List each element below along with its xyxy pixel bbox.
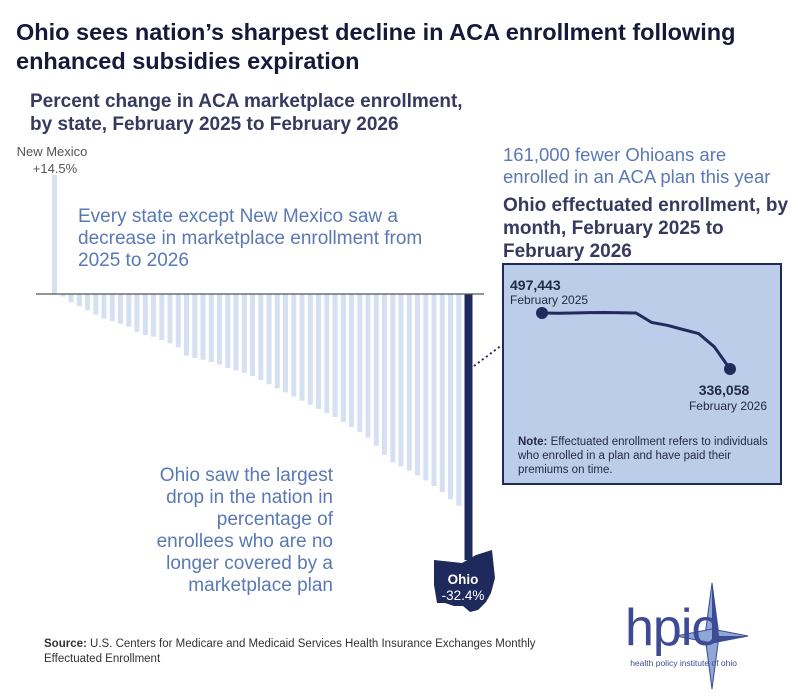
bar-ohio bbox=[464, 294, 473, 560]
logo-tagline: health policy institute of ohio bbox=[630, 658, 737, 668]
new-mexico-value: +14.5% bbox=[33, 161, 78, 176]
source-label: Source: bbox=[44, 638, 87, 650]
bar-state bbox=[233, 294, 239, 371]
bar-state bbox=[192, 294, 198, 358]
bar-state bbox=[93, 294, 99, 315]
bar-state bbox=[431, 294, 437, 487]
bar-state bbox=[283, 294, 288, 393]
bar-state bbox=[142, 294, 148, 335]
bar-state bbox=[200, 294, 206, 360]
bar-state bbox=[406, 294, 412, 471]
bar-state bbox=[456, 294, 462, 506]
bar-state bbox=[217, 294, 222, 365]
ohio-map-label: Ohio bbox=[448, 572, 479, 587]
line-chart: 497,443 February 2025 336,058 February 2… bbox=[510, 277, 767, 413]
bar-state bbox=[307, 294, 313, 405]
logo-wordmark: hpio bbox=[625, 599, 720, 657]
bar-state bbox=[448, 294, 453, 500]
bar-state bbox=[250, 294, 255, 377]
bar-state bbox=[274, 294, 280, 389]
bar-state bbox=[151, 294, 156, 337]
bar-state bbox=[159, 294, 165, 340]
bar-state bbox=[68, 294, 74, 303]
page-title: Ohio sees nation’s sharpest decline in A… bbox=[16, 19, 736, 74]
bar-chart-title: Percent change in ACA marketplace enroll… bbox=[30, 91, 463, 135]
start-point bbox=[536, 307, 548, 319]
bars-group bbox=[52, 175, 473, 560]
source-note: Source: U.S. Centers for Medicare and Me… bbox=[44, 637, 564, 667]
bar-state bbox=[85, 294, 90, 311]
bar-state bbox=[118, 294, 123, 324]
bar-state bbox=[60, 294, 66, 297]
bar-state bbox=[291, 294, 297, 397]
end-point bbox=[724, 363, 736, 375]
bar-state bbox=[258, 294, 264, 381]
bar-state bbox=[423, 294, 429, 481]
bar-state bbox=[101, 294, 107, 319]
note-text: Effectuated enrollment refers to individ… bbox=[518, 436, 768, 476]
line-chart-title: Ohio effectuated enrollment, by month, F… bbox=[503, 195, 789, 262]
bar-state bbox=[208, 294, 214, 363]
source-text: U.S. Centers for Medicare and Medicaid S… bbox=[44, 638, 536, 665]
new-mexico-label: New Mexico bbox=[17, 144, 88, 159]
ohio-map-value: -32.4% bbox=[442, 588, 485, 603]
inset-note: Note: Effectuated enrollment refers to i… bbox=[518, 435, 768, 477]
ohio-decline-heading: 161,000 fewer Ohioans are enrolled in an… bbox=[503, 144, 771, 187]
bar-state bbox=[439, 294, 445, 492]
bar-state bbox=[398, 294, 404, 467]
bar-state bbox=[373, 294, 379, 446]
bar-state bbox=[357, 294, 363, 432]
bar-state bbox=[316, 294, 321, 409]
start-value-label: 497,443 bbox=[510, 277, 561, 293]
bar-state bbox=[415, 294, 420, 476]
start-date-label: February 2025 bbox=[510, 293, 588, 307]
bar-state bbox=[126, 294, 132, 327]
bar-state bbox=[241, 294, 247, 373]
leader-line bbox=[473, 344, 503, 367]
bar-state bbox=[225, 294, 231, 368]
bar-state bbox=[184, 294, 189, 356]
bar-state bbox=[349, 294, 354, 427]
end-date-label: February 2026 bbox=[689, 399, 767, 413]
bar-new-mexico bbox=[52, 175, 57, 294]
bar-state bbox=[109, 294, 115, 322]
bar-state bbox=[365, 294, 371, 438]
ohio-enrollment-inset: 497,443 February 2025 336,058 February 2… bbox=[502, 263, 782, 485]
bar-state bbox=[266, 294, 272, 385]
enrollment-line bbox=[541, 310, 732, 370]
ohio-map-icon bbox=[434, 550, 495, 612]
bar-state bbox=[134, 294, 140, 332]
ohio-callout: Ohio saw the largest drop in the nation … bbox=[156, 465, 333, 596]
bar-state bbox=[76, 294, 82, 307]
bar-state bbox=[299, 294, 305, 401]
bar-state bbox=[390, 294, 396, 463]
bar-state bbox=[324, 294, 330, 413]
note-label: Note: bbox=[518, 436, 548, 448]
bar-state bbox=[340, 294, 346, 423]
end-value-label: 336,058 bbox=[699, 382, 750, 398]
bar-state bbox=[382, 294, 387, 455]
bar-state bbox=[332, 294, 338, 418]
bar-state bbox=[175, 294, 181, 348]
bar-state bbox=[167, 294, 173, 344]
new-mexico-callout: Every state except New Mexico saw a decr… bbox=[78, 206, 423, 271]
